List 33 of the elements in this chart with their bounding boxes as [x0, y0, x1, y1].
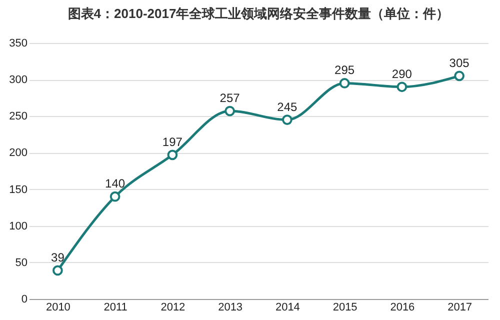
x-tick-label: 2017 — [448, 302, 472, 314]
x-tick-label: 2012 — [160, 302, 186, 314]
x-tick-label: 2010 — [46, 302, 70, 314]
point — [167, 150, 178, 160]
point — [396, 82, 408, 92]
point — [454, 70, 464, 82]
data-label: 305 — [449, 56, 470, 70]
point — [224, 106, 235, 116]
data-label: 197 — [162, 134, 183, 149]
data-label: 257 — [220, 91, 240, 106]
y-tick-label: 200 — [9, 147, 28, 160]
data-label: 39 — [51, 250, 65, 264]
point — [282, 114, 292, 125]
y-tick-label: 150 — [9, 184, 28, 196]
x-tick-label: 2011 — [104, 302, 128, 314]
point — [52, 265, 63, 276]
chart-title: 图表4：2010-2017年全球工业领域网络安全事件数量（单位：件） — [68, 6, 450, 21]
y-tick-label: 300 — [9, 74, 28, 86]
x-tick-label: 2016 — [390, 302, 415, 314]
x-tick-label: 2013 — [218, 302, 243, 314]
y-tick-label: 100 — [9, 220, 28, 232]
x-tick-label: 2015 — [332, 302, 358, 314]
y-tick-label: 350 — [9, 38, 28, 50]
y-tick-label: 50 — [15, 256, 28, 269]
data-label: 245 — [277, 100, 298, 114]
data-label: 290 — [392, 66, 412, 81]
y-tick-label: 250 — [9, 110, 28, 123]
point — [339, 78, 350, 88]
data-label: 140 — [105, 176, 126, 191]
y-tick-label: 0 — [21, 294, 28, 306]
x-tick-label: 2014 — [275, 302, 300, 314]
point — [110, 191, 120, 202]
data-label: 295 — [334, 63, 355, 78]
